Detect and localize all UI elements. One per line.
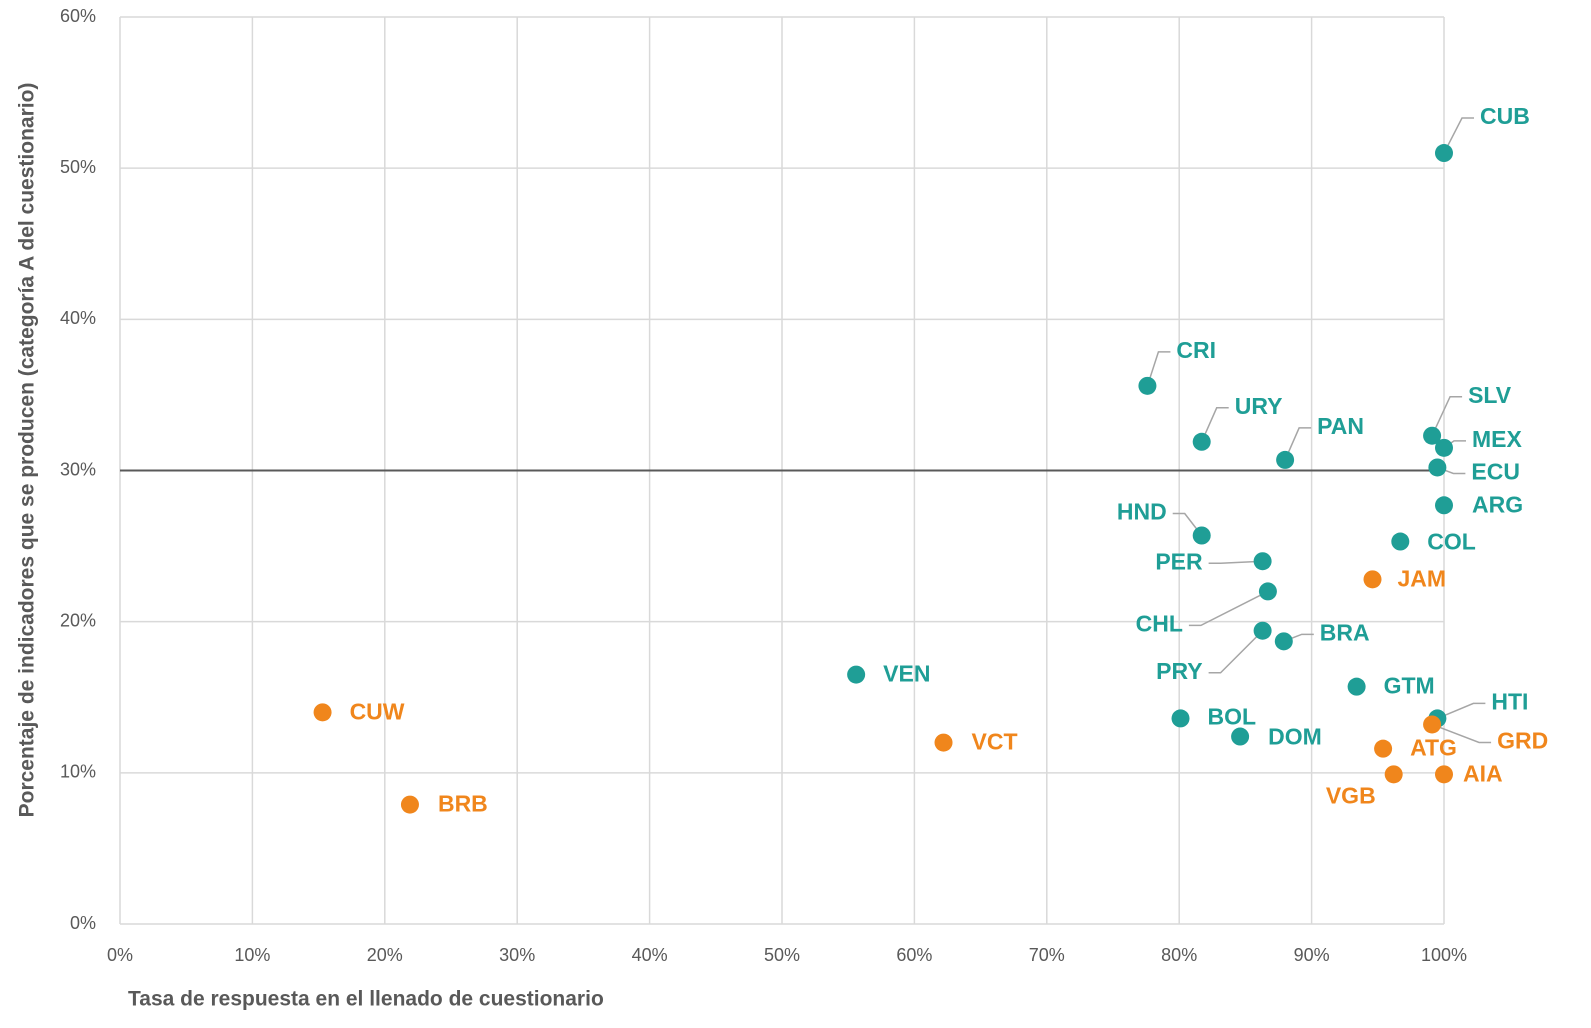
point-label: ARG bbox=[1472, 491, 1523, 517]
point bbox=[1171, 709, 1190, 728]
point bbox=[1435, 496, 1453, 515]
x-tick-label: 70% bbox=[1029, 945, 1065, 965]
point-label: SLV bbox=[1468, 382, 1512, 408]
point bbox=[1258, 582, 1277, 601]
leader-line bbox=[1208, 560, 1263, 564]
y-tick-label: 30% bbox=[60, 459, 96, 479]
x-tick-label: 20% bbox=[367, 945, 403, 965]
point-label: PAN bbox=[1317, 413, 1364, 439]
point-label: PER bbox=[1155, 548, 1203, 574]
leader-line bbox=[1431, 723, 1492, 744]
point bbox=[1192, 432, 1211, 451]
leader-line bbox=[1188, 590, 1269, 627]
point bbox=[400, 795, 419, 814]
leader-line bbox=[1443, 117, 1474, 154]
point bbox=[847, 665, 866, 684]
leader-line bbox=[1431, 395, 1463, 437]
y-tick-label: 40% bbox=[60, 308, 96, 328]
point-label: JAM bbox=[1398, 565, 1447, 591]
x-tick-label: 10% bbox=[234, 945, 270, 965]
point-label: HND bbox=[1117, 499, 1167, 525]
point bbox=[313, 703, 332, 722]
point-label: URY bbox=[1235, 393, 1283, 419]
point bbox=[1391, 532, 1410, 551]
point-label: CUB bbox=[1480, 103, 1530, 129]
point-label: DOM bbox=[1268, 724, 1322, 750]
point bbox=[1428, 458, 1447, 477]
point-label: VEN bbox=[883, 661, 930, 687]
y-tick-label: 0% bbox=[70, 913, 96, 933]
x-axis-title: Tasa de respuesta en el llenado de cuest… bbox=[128, 988, 604, 1011]
point bbox=[1192, 526, 1211, 545]
leader-line bbox=[1284, 427, 1312, 461]
point-label: AIA bbox=[1463, 760, 1503, 786]
point-label: BRA bbox=[1320, 619, 1370, 645]
point-label: MEX bbox=[1472, 426, 1523, 452]
leader-line bbox=[1437, 702, 1486, 720]
point-label: CHL bbox=[1136, 611, 1183, 637]
point bbox=[1253, 621, 1272, 640]
point bbox=[1423, 426, 1442, 445]
y-tick-label: 50% bbox=[60, 157, 96, 177]
point bbox=[1253, 552, 1272, 571]
point bbox=[1276, 450, 1295, 469]
point-label: GRD bbox=[1497, 728, 1548, 754]
point bbox=[1231, 727, 1250, 746]
point-label: CUW bbox=[350, 698, 405, 724]
leader-line bbox=[1201, 407, 1229, 443]
leader-line bbox=[1208, 630, 1264, 674]
x-tick-label: 50% bbox=[764, 945, 800, 965]
point-label: VGB bbox=[1326, 782, 1376, 808]
point-label: CRI bbox=[1176, 337, 1216, 363]
leader-line bbox=[1172, 512, 1203, 536]
point-label: GTM bbox=[1384, 673, 1435, 699]
x-tick-label: 100% bbox=[1421, 945, 1467, 965]
point-label: PRY bbox=[1156, 658, 1202, 684]
point bbox=[934, 733, 953, 752]
y-tick-label: 60% bbox=[60, 6, 96, 26]
point bbox=[1435, 438, 1453, 457]
point bbox=[1374, 739, 1393, 758]
point bbox=[1384, 765, 1403, 784]
point-label: HTI bbox=[1491, 688, 1528, 714]
x-tick-label: 60% bbox=[896, 945, 932, 965]
point-label: VCT bbox=[972, 729, 1018, 755]
y-axis-title: Porcentaje de indicadores que se produce… bbox=[16, 83, 39, 818]
point bbox=[1435, 765, 1453, 784]
x-tick-label: 90% bbox=[1294, 945, 1330, 965]
point bbox=[1347, 677, 1366, 696]
y-tick-label: 20% bbox=[60, 610, 96, 630]
x-tick-label: 30% bbox=[499, 945, 535, 965]
point-label: COL bbox=[1427, 529, 1476, 555]
x-tick-label: 0% bbox=[107, 945, 133, 965]
point bbox=[1274, 632, 1293, 651]
point-label: ECU bbox=[1471, 459, 1520, 485]
x-tick-label: 40% bbox=[632, 945, 668, 965]
x-tick-label: 80% bbox=[1161, 945, 1197, 965]
point-label: BRB bbox=[438, 791, 488, 817]
point bbox=[1423, 715, 1442, 734]
point bbox=[1435, 144, 1453, 163]
point bbox=[1363, 570, 1382, 589]
leader-line bbox=[1146, 351, 1171, 387]
y-tick-label: 10% bbox=[60, 762, 96, 782]
point-label: BOL bbox=[1208, 703, 1257, 729]
point-label: ATG bbox=[1410, 735, 1457, 761]
point bbox=[1138, 376, 1157, 395]
